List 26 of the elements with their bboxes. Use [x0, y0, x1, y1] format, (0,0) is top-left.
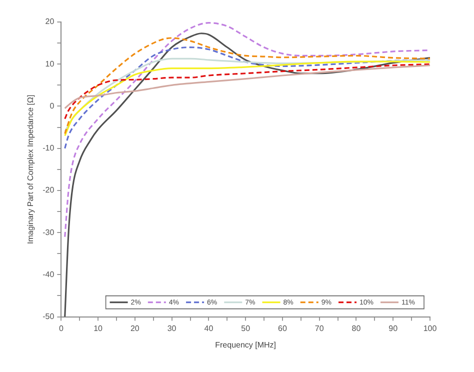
x-tick-label: 0 — [58, 324, 64, 333]
y-tick-label: -50 — [42, 312, 55, 322]
y-tick-label: 10 — [45, 59, 55, 68]
y-tick-label: -20 — [42, 186, 55, 195]
x-tick-label: 90 — [388, 324, 398, 333]
x-tick-label: 60 — [278, 324, 288, 333]
line-series — [64, 63, 430, 120]
y-tick-label: -10 — [42, 144, 55, 153]
line-series — [64, 32, 430, 317]
x-tick-label: 20 — [130, 324, 140, 333]
y-tick-label: 20 — [45, 17, 55, 26]
y-tick-label: -30 — [42, 228, 55, 237]
line-series — [64, 64, 430, 110]
x-tick-label: 50 — [241, 324, 251, 333]
x-tick-label: 80 — [352, 324, 362, 333]
line-series — [64, 37, 430, 134]
y-tick-label: 0 — [50, 101, 55, 110]
x-tick-label: 10 — [94, 324, 104, 333]
y-axis-title: Imaginary Part of Complex Impedance [Ω] — [26, 94, 36, 244]
line-series — [64, 22, 430, 238]
x-tick-label: 70 — [314, 324, 324, 333]
x-axis-title: Frequency [MHz] — [215, 340, 276, 350]
y-tick-label: -40 — [42, 270, 55, 279]
x-tick-label: 100 — [423, 324, 438, 333]
x-tick-label: 30 — [167, 324, 177, 333]
x-tick-label: 40 — [204, 324, 214, 333]
